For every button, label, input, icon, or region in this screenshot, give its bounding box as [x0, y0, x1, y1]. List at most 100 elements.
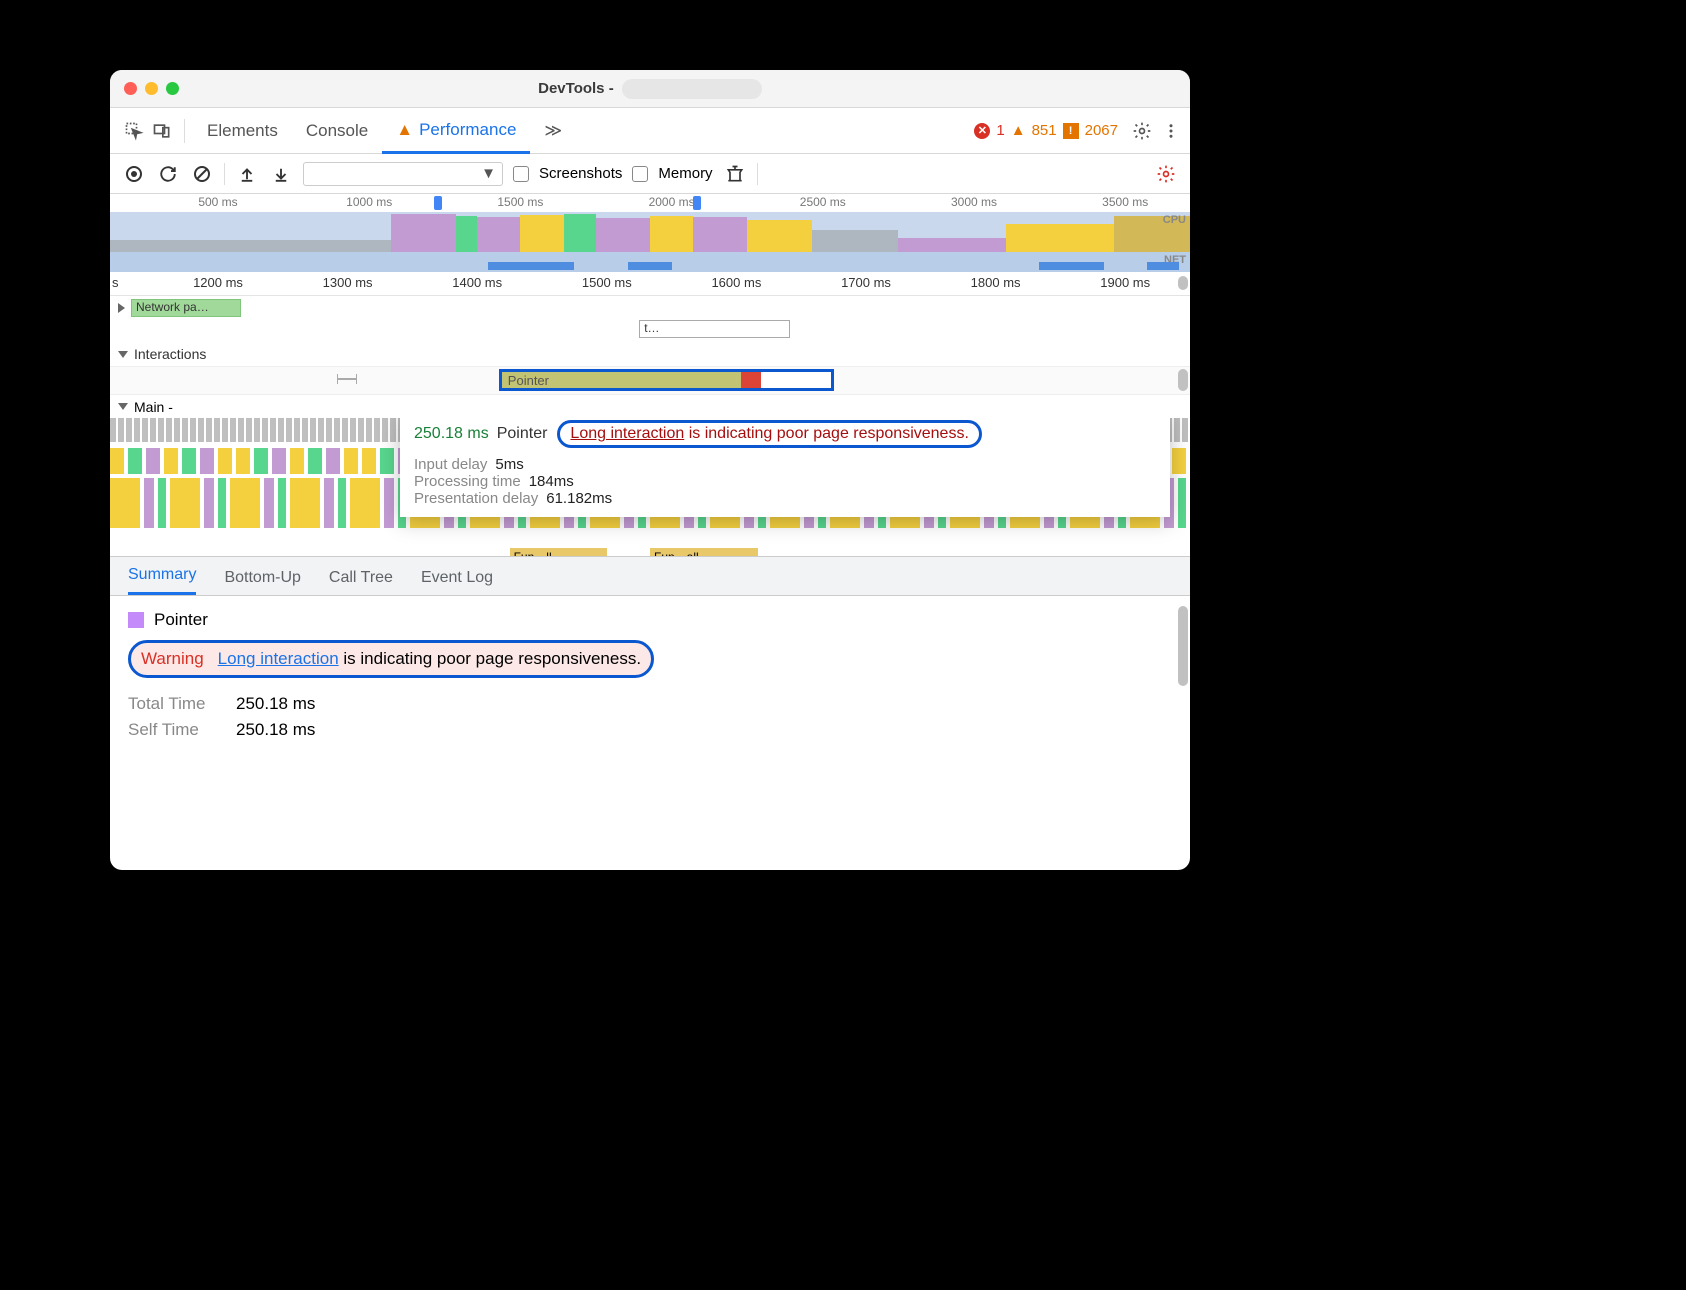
ruler-tick: 1600 ms	[711, 275, 761, 290]
inspect-icon[interactable]	[120, 121, 148, 141]
ruler-tick: 1900 ms	[1100, 275, 1150, 290]
tooltip-metric-value: 61.182ms	[546, 490, 612, 507]
tracks-area: Network pa… t… Interactions Pointer	[110, 296, 1190, 556]
overview-tick: 3000 ms	[951, 195, 997, 209]
summary-panel: Pointer Warning Long interaction is indi…	[110, 596, 1190, 870]
flame-frame[interactable]: Fun…all	[650, 548, 758, 556]
net-overview-bar	[1039, 262, 1104, 270]
summary-warning-text: is indicating poor page responsiveness.	[339, 649, 641, 668]
tab-summary[interactable]: Summary	[128, 566, 196, 595]
overview-handle-left[interactable]	[434, 196, 442, 210]
overview-tick: 1000 ms	[346, 195, 392, 209]
network-track-header[interactable]: Network pa…	[110, 296, 1190, 320]
flame-frame[interactable]: Fun…ll	[510, 548, 607, 556]
network-request-bar[interactable]: t…	[639, 320, 790, 338]
ruler-tick: 1800 ms	[971, 275, 1021, 290]
warning-count: 851	[1032, 122, 1057, 139]
pointer-interaction-bar[interactable]: Pointer	[499, 369, 834, 391]
separator	[757, 163, 758, 185]
cpu-activity-blob	[1006, 224, 1114, 252]
overview-handle-right[interactable]	[693, 196, 701, 210]
tooltip-breakdown: Input delay5msProcessing time 184msPresen…	[414, 456, 1156, 507]
tooltip-long-interaction-link[interactable]: Long interaction	[570, 425, 684, 442]
cpu-activity-blob	[564, 214, 596, 252]
screenshots-label: Screenshots	[539, 165, 622, 182]
cpu-activity-blob	[110, 240, 391, 252]
close-window-button[interactable]	[124, 82, 137, 95]
reload-record-button[interactable]	[156, 162, 180, 186]
interactions-scrollbar[interactable]	[1178, 369, 1188, 391]
tab-event-log[interactable]: Event Log	[421, 569, 493, 595]
memory-checkbox[interactable]	[632, 166, 648, 182]
overview-ticks: 500 ms 1000 ms 1500 ms 2000 ms 2500 ms 3000 m…	[110, 194, 1190, 212]
panel-tabs: Elements Console ▲ Performance ≫ ✕ 1 ▲ 8…	[110, 108, 1190, 154]
upload-profile-button[interactable]	[235, 162, 259, 186]
summary-scrollbar[interactable]	[1178, 606, 1188, 686]
tooltip-metric-key: Processing time	[414, 473, 521, 490]
tab-performance[interactable]: ▲ Performance	[382, 109, 530, 154]
tab-bottom-up[interactable]: Bottom-Up	[224, 569, 300, 595]
summary-long-interaction-link[interactable]: Long interaction	[218, 649, 339, 668]
cpu-activity-blob	[456, 216, 478, 252]
clear-button[interactable]	[190, 162, 214, 186]
flame-chart[interactable]: Fun…llFun…allt.b.t.rXt(… 250.18 ms Point…	[110, 418, 1190, 556]
settings-gear-icon[interactable]	[1132, 121, 1152, 141]
tab-call-tree[interactable]: Call Tree	[329, 569, 393, 595]
issue-counts[interactable]: ✕ 1 ▲ 851 ! 2067	[974, 122, 1118, 139]
net-overview-bar	[488, 262, 574, 270]
tooltip-metric-row: Presentation delay61.182ms	[414, 490, 1156, 507]
interactions-label: Interactions	[134, 346, 206, 362]
garbage-collect-button[interactable]	[723, 162, 747, 186]
overview-tick: 2000 ms	[649, 195, 695, 209]
interactions-track-header[interactable]: Interactions	[110, 342, 1190, 366]
record-button[interactable]	[122, 162, 146, 186]
main-track-label: Main -	[134, 399, 173, 415]
tab-console[interactable]: Console	[292, 108, 382, 153]
minimize-window-button[interactable]	[145, 82, 158, 95]
capture-settings-gear-icon[interactable]	[1154, 162, 1178, 186]
memory-label: Memory	[658, 165, 712, 182]
tooltip-metric-row: Input delay5ms	[414, 456, 1156, 473]
interactions-lane: Pointer	[110, 366, 1190, 394]
disclosure-down-icon	[118, 403, 128, 410]
device-toggle-icon[interactable]	[148, 121, 176, 141]
error-icon: ✕	[974, 123, 990, 139]
download-profile-button[interactable]	[269, 162, 293, 186]
error-count: 1	[996, 122, 1004, 139]
cpu-activity-blob	[477, 217, 520, 252]
separator	[224, 163, 225, 185]
overview-scrollbar[interactable]	[1178, 276, 1188, 290]
tooltip-metric-value: 5ms	[495, 456, 523, 473]
summary-self-time: Self Time 250.18 ms	[128, 720, 1172, 740]
overview-tick: 500 ms	[198, 195, 237, 209]
issue-flag-icon: !	[1063, 123, 1079, 139]
window-title: DevTools -	[110, 79, 1190, 99]
timeline-overview[interactable]: 500 ms 1000 ms 1500 ms 2000 ms 2500 ms 3000 m…	[110, 194, 1190, 272]
ruler-tick: 1700 ms	[841, 275, 891, 290]
tooltip-metric-value: 184ms	[529, 473, 574, 490]
zoom-window-button[interactable]	[166, 82, 179, 95]
warning-icon: ▲	[396, 120, 413, 140]
summary-event-name: Pointer	[154, 610, 208, 630]
interaction-tooltip: 250.18 ms Pointer Long interaction is in…	[400, 418, 1170, 517]
detail-ruler[interactable]: s 1200 ms1300 ms1400 ms1500 ms1600 ms170…	[110, 272, 1190, 296]
more-menu-icon[interactable]	[1162, 122, 1180, 140]
tab-elements-label: Elements	[207, 121, 278, 141]
cpu-activity-blob	[693, 217, 747, 252]
overview-tick: 1500 ms	[497, 195, 543, 209]
screenshots-checkbox[interactable]	[513, 166, 529, 182]
profile-select-dropdown[interactable]: ▼	[303, 162, 503, 186]
overview-tick: 2500 ms	[800, 195, 846, 209]
more-tabs-button[interactable]: ≫	[530, 108, 576, 153]
tab-call-tree-label: Call Tree	[329, 569, 393, 586]
tooltip-warning-text: is indicating poor page responsiveness.	[684, 425, 969, 442]
window-title-text: DevTools -	[538, 79, 614, 96]
disclosure-down-icon	[118, 351, 128, 358]
tooltip-type: Pointer	[497, 425, 548, 443]
cpu-activity-blob	[596, 218, 650, 252]
tab-elements[interactable]: Elements	[193, 108, 292, 153]
pointer-presentation-segment	[741, 372, 761, 388]
cpu-activity-blob	[650, 216, 693, 252]
main-track-header[interactable]: Main -	[110, 394, 1190, 418]
self-time-value: 250.18 ms	[236, 720, 315, 740]
